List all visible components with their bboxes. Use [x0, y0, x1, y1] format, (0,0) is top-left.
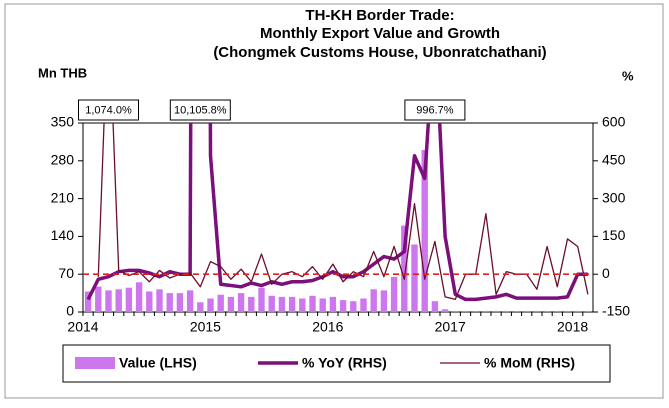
value-label: 996.7%: [416, 104, 454, 116]
bar: [258, 287, 265, 312]
y2-tick-label: 300: [602, 189, 626, 205]
bar: [248, 296, 255, 312]
bar: [452, 310, 459, 312]
bar: [411, 244, 418, 312]
bar: [370, 289, 377, 312]
x-tick-label: 2016: [312, 319, 343, 335]
value-label: 1,074.0%: [85, 104, 132, 116]
legend-label: % MoM (RHS): [484, 355, 575, 371]
value-label-box: [78, 99, 139, 121]
bar: [309, 295, 316, 312]
y2-tick-label: 600: [602, 114, 626, 130]
bar: [278, 296, 286, 312]
y2-axis-label: %: [622, 68, 634, 83]
bar: [186, 290, 194, 312]
bar: [564, 310, 571, 312]
y2-tick-label: 450: [602, 152, 626, 168]
bar: [390, 276, 398, 312]
bar: [543, 310, 551, 312]
bar: [176, 293, 184, 312]
bar: [207, 298, 214, 312]
y2-tick-label: -150: [602, 303, 630, 319]
bar: [350, 301, 357, 312]
y-axis-label: Mn THB: [38, 65, 87, 80]
y-tick-label: 70: [58, 265, 74, 281]
bar: [146, 291, 153, 312]
bar: [166, 293, 173, 312]
bar: [482, 310, 490, 312]
bar: [554, 310, 561, 312]
value-label-box: [169, 99, 231, 121]
y-tick-label: 280: [51, 152, 75, 168]
y-tick-label: 140: [51, 227, 75, 243]
bar: [95, 286, 102, 312]
bar: [421, 150, 428, 312]
bar: [84, 291, 92, 312]
x-tick-label: 2017: [435, 319, 466, 335]
bar: [319, 298, 326, 312]
x-tick-label: 2014: [67, 319, 98, 335]
bar: [431, 301, 439, 312]
bar: [523, 310, 530, 312]
bar: [197, 302, 204, 312]
bar: [105, 290, 112, 312]
chart-title: TH-KH Border Trade:: [305, 7, 454, 24]
y-tick-label: 0: [66, 303, 74, 319]
bar: [574, 310, 581, 312]
bar: [401, 225, 408, 312]
bar: [339, 300, 347, 312]
chart-frame: [4, 3, 664, 399]
legend-box: [62, 344, 611, 383]
y-tick-label: 350: [51, 114, 75, 130]
bar: [533, 310, 541, 312]
value-label-box: [404, 99, 466, 121]
bar: [156, 289, 163, 312]
bar: [217, 294, 224, 312]
legend-label: Value (LHS): [119, 355, 197, 371]
y2-tick-label: 150: [602, 227, 626, 243]
bar: [329, 296, 337, 312]
y2-tick-label: 0: [602, 265, 610, 281]
bar: [288, 296, 296, 312]
bar: [441, 309, 449, 312]
bar: [299, 298, 306, 312]
line-series: [97, 123, 589, 301]
bar: [268, 295, 275, 312]
value-label: 10,105.8%: [174, 104, 227, 116]
bar: [125, 287, 133, 312]
bar: [492, 310, 500, 312]
bar: [503, 310, 510, 312]
y-tick-label: 210: [51, 189, 75, 205]
bar: [513, 310, 520, 312]
chart-title: Monthly Export Value and Growth: [260, 25, 500, 42]
bar: [472, 310, 479, 312]
bar: [115, 289, 122, 312]
bar: [135, 282, 143, 312]
legend-label: % YoY (RHS): [302, 355, 387, 371]
bar: [380, 290, 388, 312]
chart-title: (Chongmek Customs House, Ubonratchathani…: [213, 44, 546, 61]
x-tick-label: 2015: [190, 319, 221, 335]
bar: [462, 310, 469, 312]
bar: [227, 296, 235, 312]
bar: [360, 298, 367, 312]
x-tick-label: 2018: [557, 319, 588, 335]
bar: [584, 310, 592, 312]
bar: [237, 293, 245, 312]
legend-swatch: [75, 357, 115, 369]
